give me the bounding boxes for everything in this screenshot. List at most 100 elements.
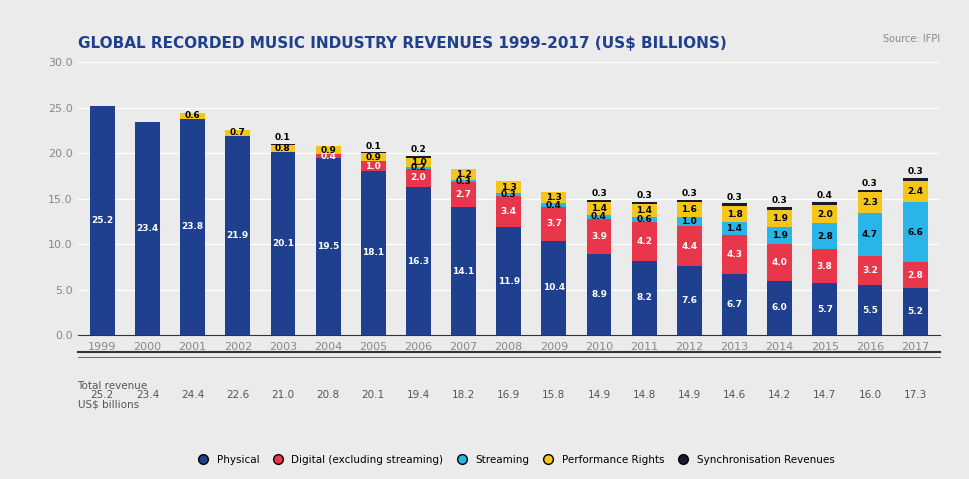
- Text: 1.3: 1.3: [546, 193, 562, 202]
- Text: 7.6: 7.6: [681, 296, 698, 305]
- Text: 0.3: 0.3: [681, 189, 698, 198]
- Bar: [452, 207, 476, 335]
- Text: Source: IFPI: Source: IFPI: [883, 34, 940, 44]
- Bar: [360, 152, 386, 153]
- Text: 2.3: 2.3: [862, 198, 878, 207]
- Bar: [135, 122, 160, 335]
- Text: 0.9: 0.9: [320, 146, 336, 155]
- Text: 23.4: 23.4: [137, 224, 159, 233]
- Text: 2.0: 2.0: [411, 173, 426, 182]
- Text: Total revenue: Total revenue: [78, 381, 147, 390]
- Text: 4.2: 4.2: [637, 237, 652, 246]
- Bar: [542, 204, 566, 207]
- Bar: [767, 244, 792, 281]
- Text: 2.8: 2.8: [817, 232, 832, 240]
- Bar: [767, 210, 792, 227]
- Bar: [903, 181, 927, 203]
- Text: 25.2: 25.2: [91, 390, 114, 400]
- Bar: [360, 171, 386, 335]
- Bar: [632, 222, 657, 261]
- Bar: [677, 203, 702, 217]
- Text: 3.8: 3.8: [817, 262, 832, 271]
- Bar: [677, 266, 702, 335]
- Bar: [452, 169, 476, 180]
- Bar: [180, 119, 205, 335]
- Bar: [767, 281, 792, 335]
- Text: 1.0: 1.0: [681, 217, 698, 226]
- Text: 5.5: 5.5: [862, 306, 878, 315]
- Bar: [270, 152, 296, 335]
- Text: 0.3: 0.3: [591, 189, 607, 198]
- Text: 15.8: 15.8: [543, 390, 566, 400]
- Text: 14.6: 14.6: [723, 390, 746, 400]
- Bar: [496, 227, 521, 335]
- Text: 6.6: 6.6: [907, 228, 923, 237]
- Text: 25.2: 25.2: [91, 216, 113, 225]
- Bar: [226, 136, 250, 335]
- Bar: [677, 217, 702, 226]
- Bar: [722, 204, 747, 206]
- Text: 14.7: 14.7: [813, 390, 836, 400]
- Text: 4.3: 4.3: [727, 250, 742, 259]
- Bar: [360, 161, 386, 171]
- Bar: [406, 156, 431, 158]
- Text: 0.2: 0.2: [411, 145, 426, 154]
- Text: 1.6: 1.6: [681, 205, 698, 214]
- Bar: [496, 194, 521, 196]
- Bar: [767, 227, 792, 244]
- Text: 2.8: 2.8: [907, 271, 923, 280]
- Text: 1.0: 1.0: [411, 158, 426, 167]
- Text: 1.2: 1.2: [455, 170, 472, 179]
- Bar: [360, 153, 386, 161]
- Text: 0.3: 0.3: [637, 191, 652, 200]
- Bar: [812, 205, 837, 223]
- Bar: [632, 202, 657, 204]
- Text: 0.7: 0.7: [230, 128, 246, 137]
- Text: 1.9: 1.9: [771, 214, 788, 223]
- Bar: [858, 213, 883, 256]
- Text: 14.9: 14.9: [677, 390, 701, 400]
- Bar: [586, 203, 611, 215]
- Text: 1.4: 1.4: [637, 206, 652, 215]
- Bar: [677, 200, 702, 203]
- Bar: [632, 261, 657, 335]
- Bar: [270, 144, 296, 145]
- Bar: [858, 285, 883, 335]
- Text: 3.9: 3.9: [591, 232, 607, 241]
- Bar: [812, 202, 837, 205]
- Bar: [90, 106, 114, 335]
- Bar: [812, 223, 837, 249]
- Text: 16.3: 16.3: [407, 257, 429, 266]
- Bar: [722, 235, 747, 274]
- Bar: [496, 182, 521, 194]
- Text: 6.0: 6.0: [771, 304, 788, 312]
- Bar: [406, 187, 431, 335]
- Text: 18.2: 18.2: [452, 390, 475, 400]
- Text: 2.4: 2.4: [907, 187, 923, 196]
- Bar: [316, 154, 340, 158]
- Bar: [496, 196, 521, 227]
- Text: 23.4: 23.4: [136, 390, 159, 400]
- Text: 0.4: 0.4: [546, 201, 562, 210]
- Text: 22.6: 22.6: [226, 390, 249, 400]
- Text: 4.4: 4.4: [681, 241, 698, 251]
- Text: 0.2: 0.2: [411, 163, 426, 172]
- Bar: [812, 249, 837, 284]
- Text: 6.7: 6.7: [727, 300, 742, 309]
- Text: 0.3: 0.3: [455, 177, 472, 185]
- Text: 1.3: 1.3: [501, 183, 516, 192]
- Text: 3.4: 3.4: [501, 207, 516, 216]
- Text: 1.4: 1.4: [591, 205, 607, 213]
- Text: 0.3: 0.3: [771, 196, 788, 205]
- Text: 18.1: 18.1: [362, 249, 385, 257]
- Legend: Physical, Digital (excluding streaming), Streaming, Performance Rights, Synchron: Physical, Digital (excluding streaming),…: [188, 451, 839, 469]
- Bar: [452, 180, 476, 182]
- Text: 1.9: 1.9: [771, 231, 788, 240]
- Bar: [406, 158, 431, 167]
- Text: 3.2: 3.2: [862, 266, 878, 275]
- Text: 2.0: 2.0: [817, 210, 832, 219]
- Text: 0.4: 0.4: [320, 151, 336, 160]
- Bar: [542, 192, 566, 204]
- Bar: [722, 274, 747, 335]
- Bar: [406, 167, 431, 169]
